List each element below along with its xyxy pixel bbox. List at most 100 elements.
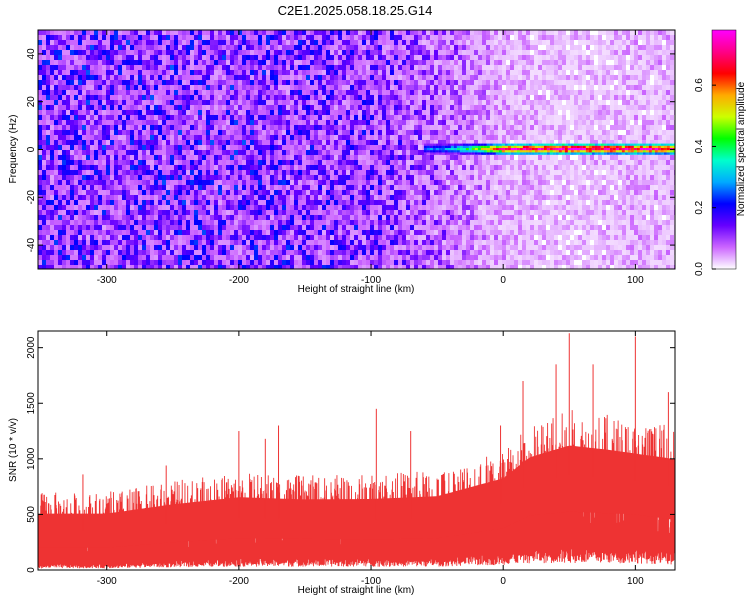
spectrogram-cell [110, 235, 114, 240]
spectrogram-cell [438, 105, 442, 110]
spectrogram-cell [406, 110, 410, 115]
spectrogram-cell [198, 155, 202, 160]
spectrogram-cell [238, 35, 242, 40]
spectrogram-cell [74, 205, 78, 210]
spectrogram-cell [302, 125, 306, 130]
spectrogram-cell [386, 165, 390, 170]
spectrogram-cell [166, 190, 170, 195]
spectrogram-cell [366, 200, 370, 205]
spectrogram-cell [234, 160, 238, 165]
spectrogram-cell [258, 205, 262, 210]
spectrogram-cell [70, 245, 74, 250]
spectrogram-cell [294, 215, 298, 220]
spectrogram-cell [442, 170, 446, 175]
spectrogram-cell [50, 130, 54, 135]
spectrogram-cell [38, 240, 42, 245]
spectrogram-cell [50, 100, 54, 105]
spectrogram-cell [146, 175, 150, 180]
spectrogram-cell [42, 185, 46, 190]
spectrogram-cell [362, 195, 366, 200]
spectrogram-cell [74, 265, 78, 269]
spectrogram-cell [434, 85, 438, 90]
spectrogram-cell [46, 120, 50, 125]
spectrogram-cell [306, 260, 310, 265]
spectrogram-cell [342, 185, 346, 190]
spectrogram-cell [182, 260, 186, 265]
spectrogram-cell [414, 140, 418, 145]
spectrogram-cell [378, 30, 382, 35]
spectrogram-cell [446, 215, 450, 220]
spectrogram-cell [274, 120, 278, 125]
spectrogram-cell [186, 225, 190, 230]
spectrogram-cell [270, 45, 274, 50]
spectrogram-cell [186, 145, 190, 150]
spectrogram-cell [382, 175, 386, 180]
spectrogram-cell [370, 95, 374, 100]
spectrogram-cell [238, 90, 242, 95]
spectrogram-cell [390, 230, 394, 235]
spectrogram-cell [430, 160, 434, 165]
spectrogram-cell [198, 45, 202, 50]
spectrogram-cell [354, 205, 358, 210]
spectrogram-cell [230, 105, 234, 110]
spectrogram-cell [170, 165, 174, 170]
spectrogram-cell [38, 190, 42, 195]
spectrogram-cell [278, 265, 282, 269]
spectrogram-cell [398, 195, 402, 200]
spectrogram-cell [330, 50, 334, 55]
spectrogram-cell [258, 170, 262, 175]
spectrogram-cell [410, 80, 414, 85]
spectrogram-cell [186, 45, 190, 50]
spectrogram-cell [142, 160, 146, 165]
spectrogram-cell [314, 180, 318, 185]
spectrogram-cell [362, 65, 366, 70]
spectrogram-cell [102, 50, 106, 55]
spectrogram-cell [158, 185, 162, 190]
spectrogram-cell [82, 70, 86, 75]
spectrogram-cell [350, 265, 354, 269]
spectrogram-cell [138, 60, 142, 65]
spectrogram-cell [434, 225, 438, 230]
spectrogram-cell [182, 155, 186, 160]
spectrogram-cell [62, 120, 66, 125]
spectrogram-cell [302, 70, 306, 75]
spectrogram-cell [62, 230, 66, 235]
spectrogram-cell [182, 205, 186, 210]
spectrogram-cell [446, 170, 450, 175]
spectrogram-cell [210, 35, 214, 40]
spectrogram-cell [314, 140, 318, 145]
spectrogram-cell [262, 135, 266, 140]
spectrogram-cell [370, 110, 374, 115]
spectrogram-cell [54, 180, 58, 185]
spectrogram-cell [350, 205, 354, 210]
spectrogram-cell [254, 40, 258, 45]
spectrogram-cell [138, 100, 142, 105]
spectrogram-cell [198, 145, 202, 150]
spectrogram-cell [118, 260, 122, 265]
spectrogram-cell [266, 230, 270, 235]
spectrogram-cell [194, 45, 198, 50]
spectrogram-cell [134, 110, 138, 115]
spectrogram-cell [394, 70, 398, 75]
spectrogram-cell [294, 145, 298, 150]
spectrogram-cell [266, 240, 270, 245]
spectrogram-cell [70, 105, 74, 110]
spectrogram-cell [146, 90, 150, 95]
spectrogram-cell [146, 35, 150, 40]
spectrogram-cell [402, 190, 406, 195]
spectrogram-cell [302, 100, 306, 105]
spectrogram-cell [442, 215, 446, 220]
spectrogram-cell [198, 250, 202, 255]
spectrogram-cell [318, 65, 322, 70]
spectrogram-cell [90, 200, 94, 205]
spectrogram-cell [94, 90, 98, 95]
spectrogram-cell [398, 55, 402, 60]
spectrogram-cell [178, 45, 182, 50]
spectrogram-cell [134, 230, 138, 235]
spectrogram-cell [210, 70, 214, 75]
spectrogram-cell [222, 150, 226, 155]
spectrogram-cell [158, 170, 162, 175]
spectrogram-cell [114, 130, 118, 135]
spectrogram-cell [370, 260, 374, 265]
spectrogram-cell [178, 225, 182, 230]
